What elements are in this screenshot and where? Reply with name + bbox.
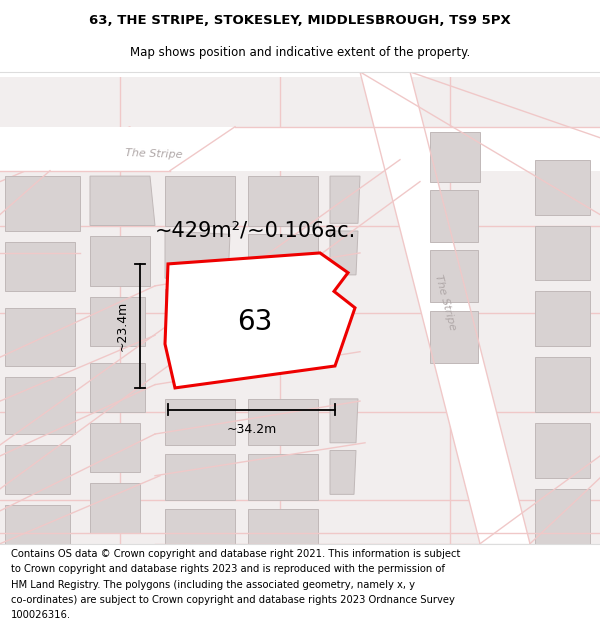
Polygon shape	[90, 176, 155, 226]
Polygon shape	[90, 362, 145, 412]
Text: co-ordinates) are subject to Crown copyright and database rights 2023 Ordnance S: co-ordinates) are subject to Crown copyr…	[11, 594, 455, 604]
Polygon shape	[90, 297, 145, 346]
Polygon shape	[165, 399, 235, 445]
Polygon shape	[0, 72, 600, 544]
Polygon shape	[535, 423, 590, 478]
Polygon shape	[165, 253, 355, 388]
Text: 100026316.: 100026316.	[11, 609, 71, 619]
Text: Contains OS data © Crown copyright and database right 2021. This information is : Contains OS data © Crown copyright and d…	[11, 549, 460, 559]
Polygon shape	[165, 176, 235, 226]
Text: ~23.4m: ~23.4m	[115, 301, 128, 351]
Polygon shape	[90, 423, 140, 472]
Text: The Stripe: The Stripe	[433, 273, 457, 331]
Polygon shape	[0, 72, 600, 78]
Polygon shape	[535, 226, 590, 281]
Polygon shape	[5, 308, 75, 366]
Text: ~429m²/~0.106ac.: ~429m²/~0.106ac.	[155, 221, 356, 241]
Polygon shape	[248, 454, 318, 500]
Text: 63, THE STRIPE, STOKESLEY, MIDDLESBROUGH, TS9 5PX: 63, THE STRIPE, STOKESLEY, MIDDLESBROUGH…	[89, 14, 511, 27]
Polygon shape	[430, 132, 480, 182]
Polygon shape	[5, 377, 75, 434]
Polygon shape	[5, 445, 70, 494]
Polygon shape	[330, 399, 358, 442]
Polygon shape	[535, 357, 590, 412]
Text: 63: 63	[238, 308, 272, 336]
Text: to Crown copyright and database rights 2023 and is reproduced with the permissio: to Crown copyright and database rights 2…	[11, 564, 445, 574]
Polygon shape	[165, 454, 235, 500]
Polygon shape	[248, 399, 318, 445]
Polygon shape	[5, 242, 75, 291]
Polygon shape	[430, 311, 478, 362]
Polygon shape	[165, 509, 235, 544]
Polygon shape	[330, 176, 360, 223]
Polygon shape	[248, 509, 318, 544]
Polygon shape	[535, 159, 590, 214]
Text: Map shows position and indicative extent of the property.: Map shows position and indicative extent…	[130, 46, 470, 59]
Polygon shape	[165, 231, 230, 281]
Polygon shape	[0, 127, 600, 171]
Text: HM Land Registry. The polygons (including the associated geometry, namely x, y: HM Land Registry. The polygons (includin…	[11, 579, 415, 589]
Polygon shape	[330, 451, 356, 494]
Polygon shape	[90, 236, 150, 286]
Polygon shape	[5, 176, 80, 231]
Polygon shape	[90, 483, 140, 532]
Polygon shape	[430, 191, 478, 242]
Text: ~34.2m: ~34.2m	[227, 423, 277, 436]
Polygon shape	[165, 289, 228, 335]
Polygon shape	[248, 234, 318, 281]
Text: The Stripe: The Stripe	[125, 148, 182, 160]
Polygon shape	[535, 489, 590, 544]
Polygon shape	[5, 506, 70, 544]
Polygon shape	[360, 72, 530, 544]
Polygon shape	[430, 249, 478, 302]
Polygon shape	[330, 231, 358, 275]
Polygon shape	[535, 291, 590, 346]
Polygon shape	[248, 176, 318, 226]
